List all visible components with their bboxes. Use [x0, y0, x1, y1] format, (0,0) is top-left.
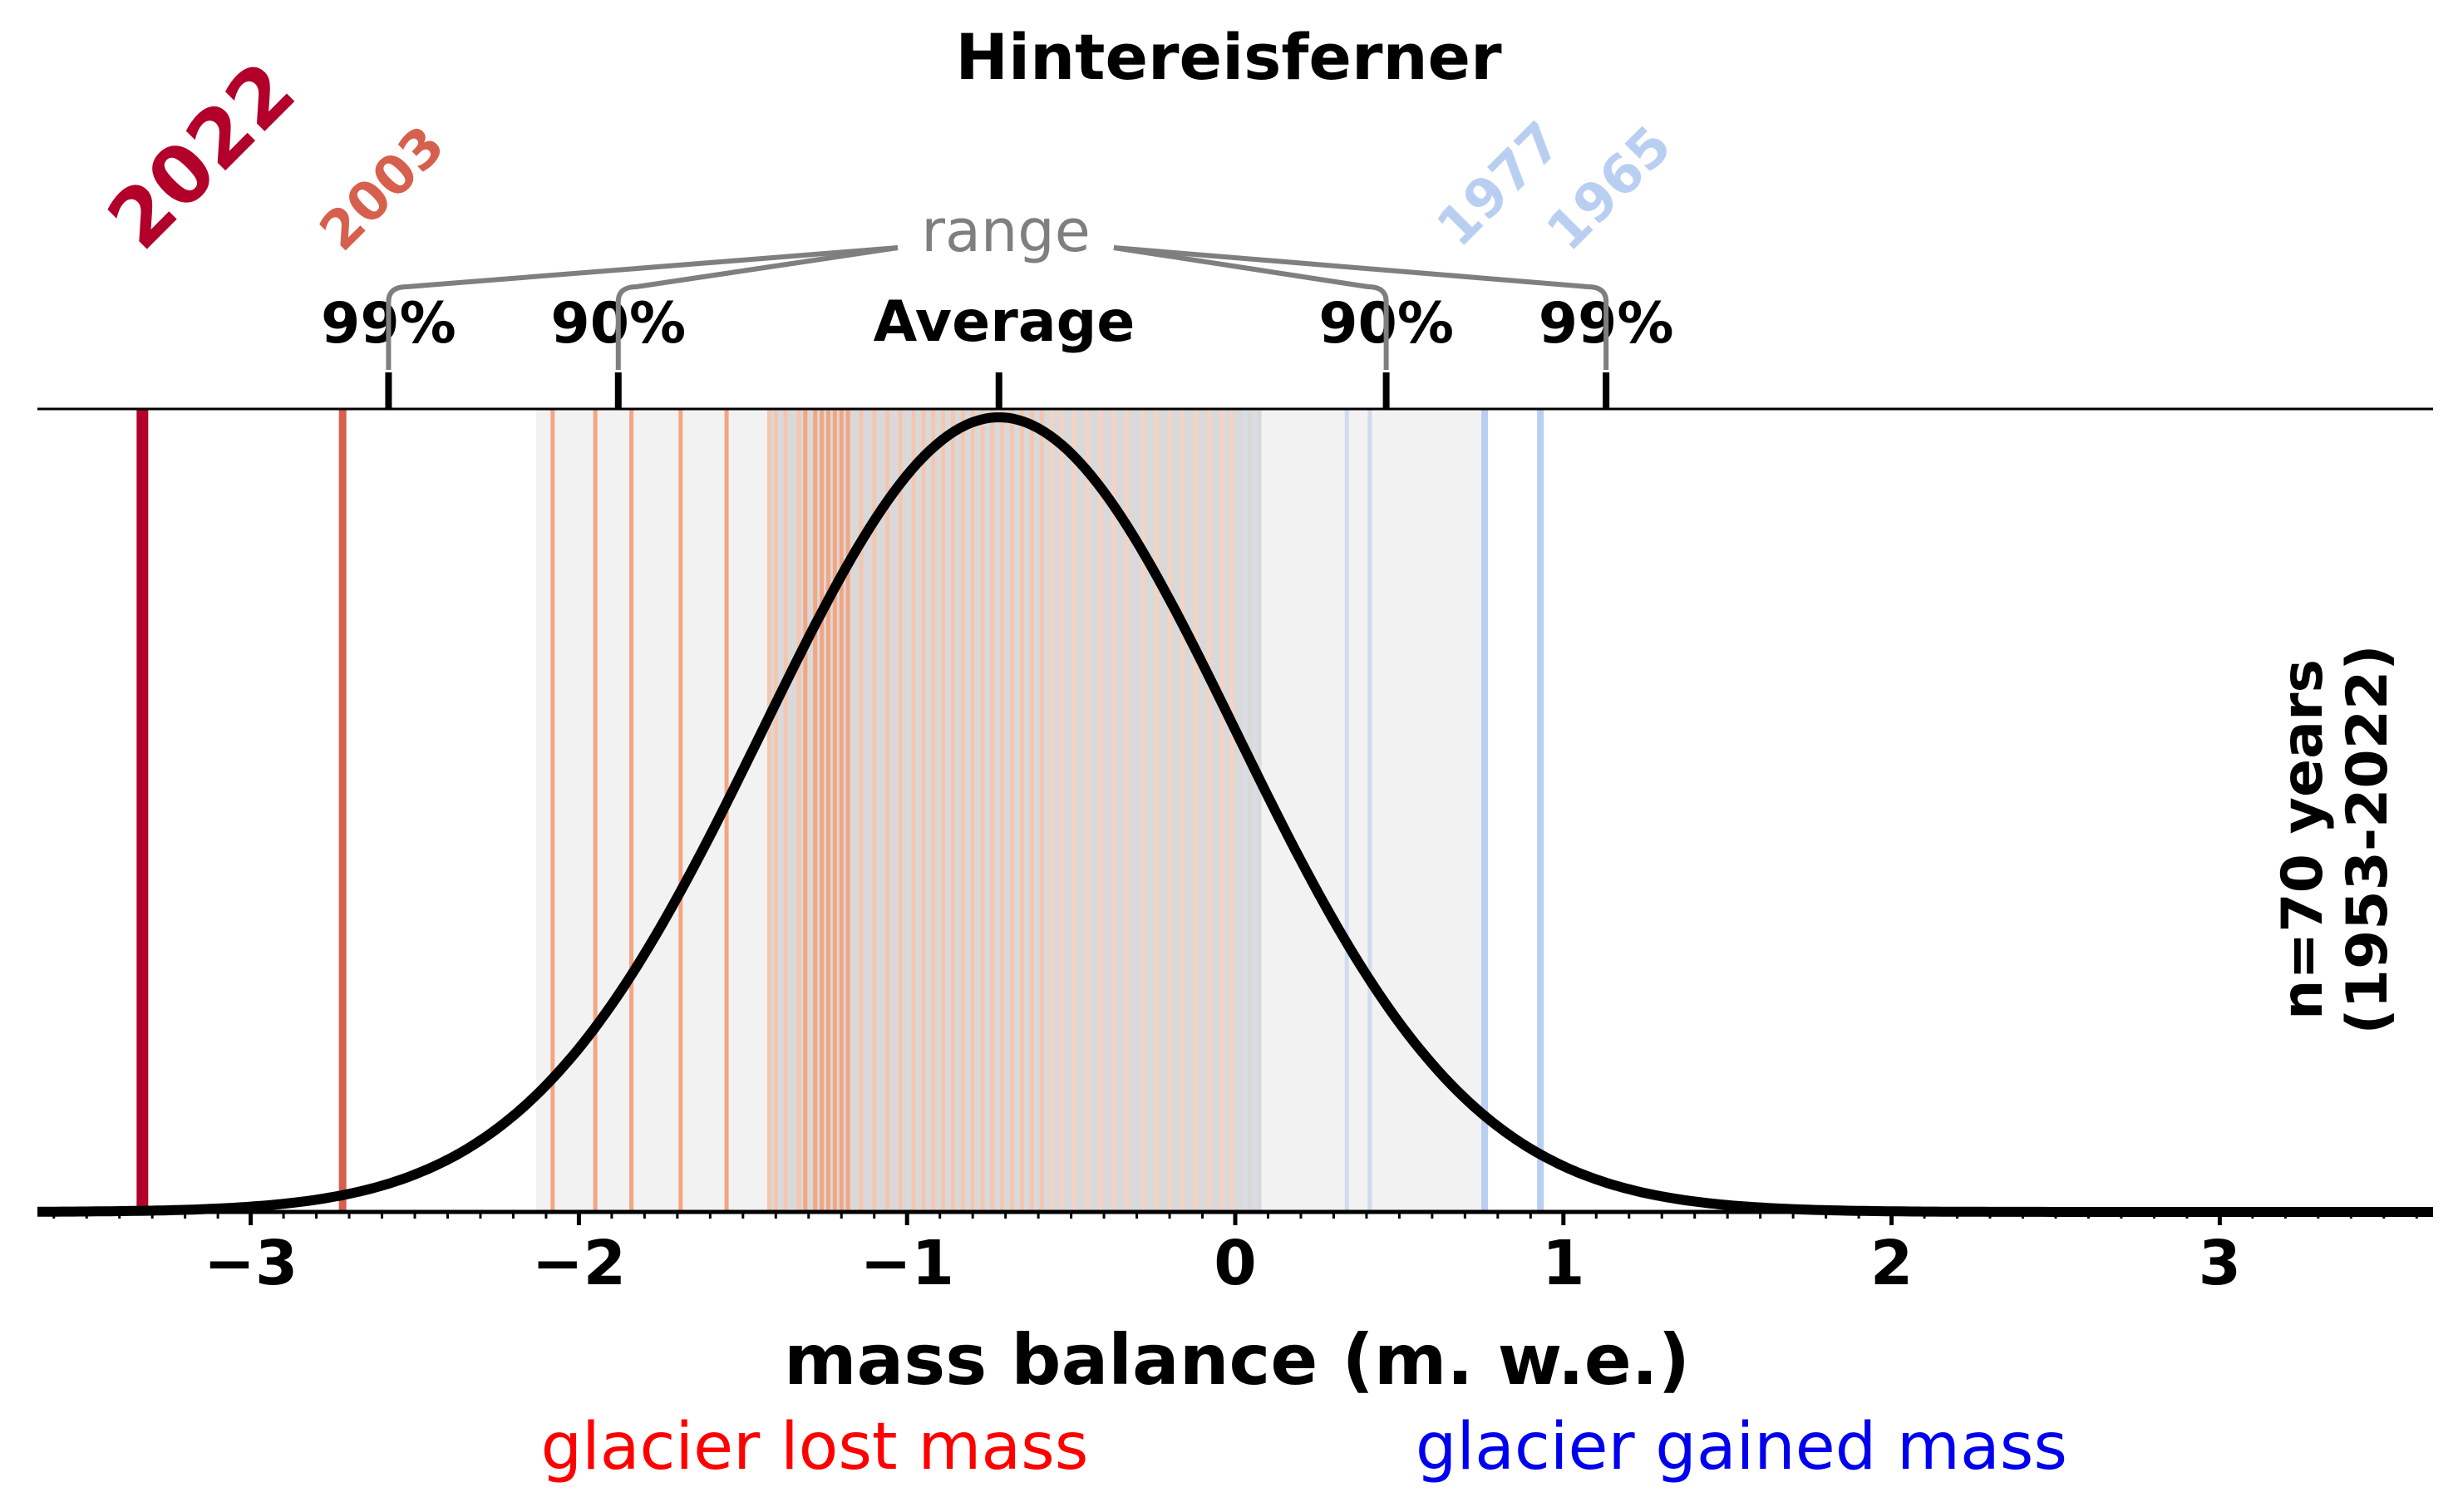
year-label-2022: 2022: [90, 44, 313, 267]
range-bracket: [615, 245, 899, 370]
range-bracket: [1113, 245, 1609, 370]
chart-title: Hintereisferner: [955, 20, 1502, 94]
x-tick-label: −2: [532, 1228, 627, 1299]
year-label-1965: 1965: [1535, 115, 1683, 263]
year-label-2003: 2003: [308, 115, 456, 263]
side-annotation-count: n=70 years: [2270, 659, 2336, 1020]
x-tick-label: 1: [1542, 1228, 1585, 1299]
range-label: range: [921, 197, 1091, 265]
x-tick-label: 3: [2199, 1228, 2242, 1299]
axes: −3 −2 −1 0 1 2 3: [37, 407, 2433, 1299]
range-bracket: [1113, 245, 1389, 370]
range-markers: 99% 90% 90% 99%: [321, 245, 1674, 409]
average-label: Average: [874, 289, 1135, 355]
range-bracket: [386, 245, 899, 370]
range-band-1: [769, 409, 1262, 1212]
footer-lost-mass: glacier lost mass: [541, 1410, 1089, 1485]
x-tick-label: −3: [204, 1228, 298, 1299]
side-annotation-period: (1953-2022): [2335, 645, 2401, 1035]
footer-gained-mass: glacier gained mass: [1416, 1410, 2067, 1485]
x-tick-label: 2: [1870, 1228, 1914, 1299]
x-tick-label: −1: [860, 1228, 954, 1299]
side-annotation: n=70 years (1953-2022): [2270, 645, 2401, 1035]
x-tick-label: 0: [1214, 1228, 1257, 1299]
x-axis-label: mass balance (m. w.e.): [784, 1319, 1690, 1401]
